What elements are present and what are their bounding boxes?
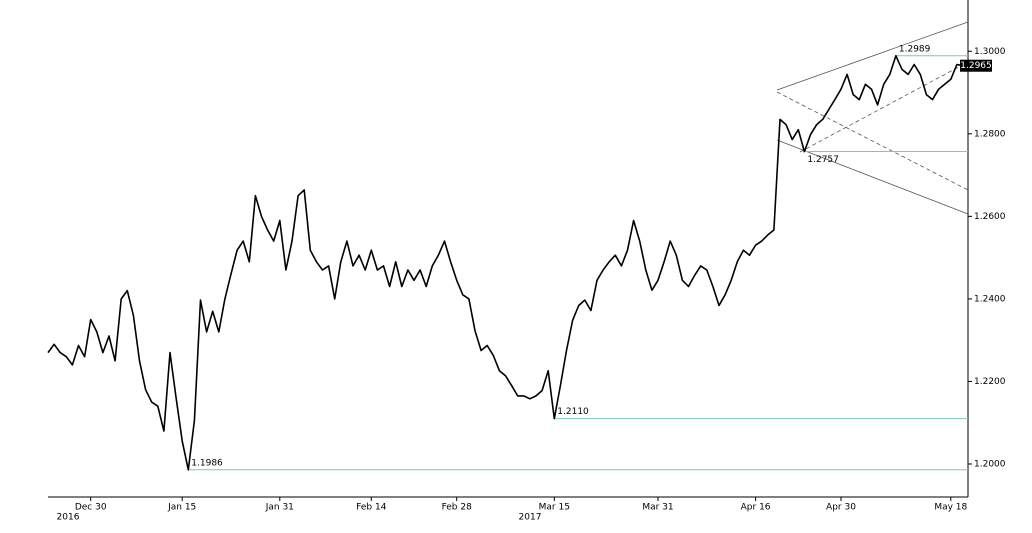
level-label: 1.2757 [807,155,839,165]
year-label: 2016 [57,513,80,523]
trend-dashed [776,91,969,191]
x-tick-label: Apr 30 [826,503,856,513]
year-label: 2017 [519,513,542,523]
level-label: 1.2989 [899,44,931,54]
x-tick-label: May 18 [934,503,967,513]
trend-dashed [799,61,969,153]
last-value-box [960,59,992,72]
x-tick-label: Jan 31 [265,503,294,513]
channel-lower [776,139,969,215]
y-tick-label: 1.2200 [974,377,1006,387]
x-tick-label: Dec 30 [75,503,107,513]
y-tick-label: 1.2400 [974,294,1006,304]
y-tick-label: 1.2800 [974,129,1006,139]
x-tick-label: Feb 14 [356,503,387,513]
x-tick-label: Apr 16 [741,503,771,513]
level-label: 1.2110 [557,407,589,417]
channel-upper [776,21,969,91]
y-tick-label: 1.3000 [974,47,1006,57]
level-label: 1.1986 [191,458,223,468]
x-tick-label: Jan 15 [167,503,196,513]
x-tick-label: Mar 31 [642,503,673,513]
last-value-label: 1.2965 [960,61,992,71]
y-tick-label: 1.2600 [974,212,1006,222]
price-line [47,55,964,471]
y-tick-label: 1.2000 [974,459,1006,469]
x-tick-label: Mar 15 [539,503,570,513]
x-tick-label: Feb 28 [442,503,473,513]
